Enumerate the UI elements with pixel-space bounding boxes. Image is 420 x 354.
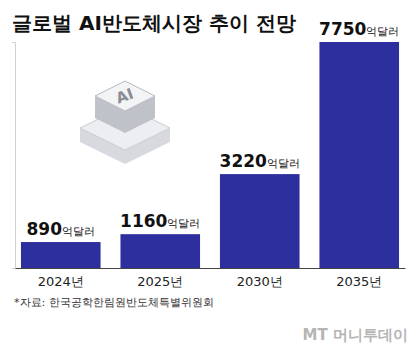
watermark: MT 머니투데이: [303, 326, 408, 344]
data-label: 890억달러: [27, 219, 96, 239]
y-tick-mark: [12, 268, 15, 269]
data-label: 3220억달러: [220, 151, 300, 171]
data-label: 1160억달러: [120, 211, 200, 231]
x-tick: 2035년: [336, 268, 382, 289]
y-axis-line: [12, 43, 16, 269]
data-label: 7750억달러: [319, 19, 399, 39]
x-tick: 2025년: [137, 268, 183, 289]
x-tick-label: 2025년: [137, 274, 183, 289]
title: 글로벌 AI반도체시장 추이 전망: [12, 11, 296, 35]
x-axis-line: [16, 268, 406, 269]
source: *자료: 한국공학한림원반도체특별위원회: [14, 296, 214, 309]
data-labels: 890억달러 1160억달러 3220억달러 7750억달러: [27, 19, 400, 239]
bar: [120, 234, 200, 268]
y-tick-mark: [12, 42, 15, 43]
bar: [319, 42, 399, 268]
y-tick: [12, 268, 15, 269]
bar: [21, 242, 101, 268]
chip-icon: AI: [80, 81, 170, 164]
chart: 글로벌 AI반도체시장 추이 전망 AI 2024년 2025년 2030년 2035년 8…: [0, 0, 420, 354]
bars: [21, 42, 399, 268]
icon-label: AI: [113, 85, 135, 108]
x-tick-label: 2024년: [38, 274, 84, 289]
x-tick: 2030년: [237, 268, 283, 289]
bar: [220, 174, 300, 268]
chip-top: [95, 81, 155, 111]
x-axis: 2024년 2025년 2030년 2035년: [16, 268, 406, 289]
y-tick: [12, 42, 15, 43]
x-tick: 2024년: [38, 268, 84, 289]
x-tick-label: 2035년: [336, 274, 382, 289]
y-axis: [12, 43, 16, 269]
x-tick-label: 2030년: [237, 274, 283, 289]
